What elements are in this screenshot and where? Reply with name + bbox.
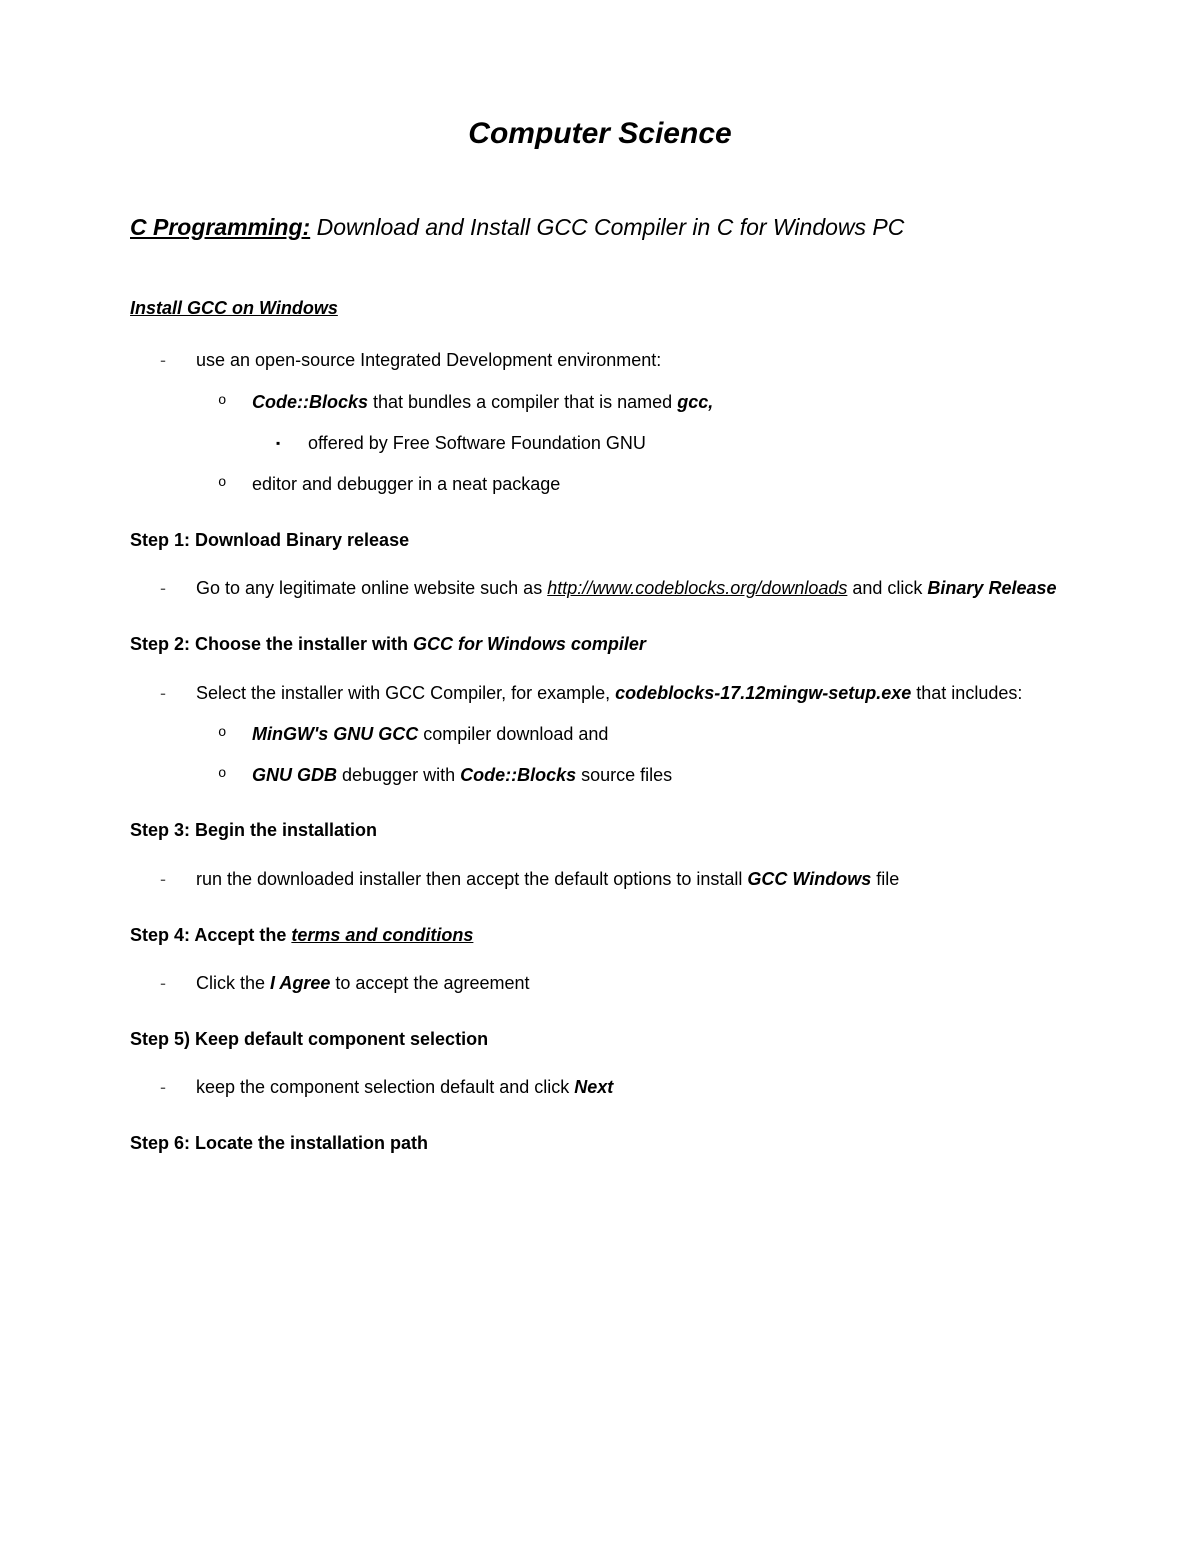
text: debugger with [337,765,460,785]
bold-text: gcc, [677,392,713,412]
bold-text: Code::Blocks [460,765,576,785]
step1-list: Go to any legitimate online website such… [130,572,1070,605]
bold-text: I Agree [270,973,330,993]
bold-text: MinGW's GNU GCC [252,724,418,744]
step4-list: Click the I Agree to accept the agreemen… [130,967,1070,1000]
page-title: Computer Science [130,110,1070,158]
list-item: GNU GDB debugger with Code::Blocks sourc… [196,759,1070,792]
text: run the downloaded installer then accept… [196,869,747,889]
text: source files [576,765,672,785]
list-item: Click the I Agree to accept the agreemen… [130,967,1070,1000]
step3-heading: Step 3: Begin the installation [130,816,1070,845]
text: Select the installer with GCC Compiler, … [196,683,615,703]
text: and click [847,578,927,598]
list-item: Select the installer with GCC Compiler, … [130,677,1070,793]
list-item: offered by Free Software Foundation GNU [252,427,1070,460]
document-subtitle: C Programming: Download and Install GCC … [130,206,1070,250]
text: editor and debugger in a neat package [252,474,560,494]
bold-text: GCC Windows [747,869,871,889]
step3-list: run the downloaded installer then accept… [130,863,1070,896]
section-heading: Install GCC on Windows [130,294,1070,323]
link-text[interactable]: http://www.codeblocks.org/downloads [547,578,847,598]
bold-text: Next [574,1077,613,1097]
step5-list: keep the component selection default and… [130,1071,1070,1104]
sub-sub-list: offered by Free Software Foundation GNU [252,427,1070,460]
list-item: run the downloaded installer then accept… [130,863,1070,896]
list-item: Code::Blocks that bundles a compiler tha… [196,386,1070,461]
bold-text: GNU GDB [252,765,337,785]
text: Click the [196,973,270,993]
list-item: use an open-source Integrated Developmen… [130,344,1070,501]
text: that includes: [911,683,1022,703]
text: keep the component selection default and… [196,1077,574,1097]
step4-heading: Step 4: Accept the terms and conditions [130,921,1070,950]
text: use an open-source Integrated Developmen… [196,350,661,370]
text: to accept the agreement [330,973,529,993]
text: offered by Free Software Foundation GNU [308,433,646,453]
step6-heading: Step 6: Locate the installation path [130,1129,1070,1158]
text: Go to any legitimate online website such… [196,578,547,598]
text: file [871,869,899,889]
text: compiler download and [418,724,608,744]
list-item: MinGW's GNU GCC compiler download and [196,718,1070,751]
intro-list: use an open-source Integrated Developmen… [130,344,1070,501]
bold-text: Code::Blocks [252,392,368,412]
step1-heading: Step 1: Download Binary release [130,526,1070,555]
text: Step 2: Choose the installer with [130,634,413,654]
sub-list: Code::Blocks that bundles a compiler tha… [196,386,1070,502]
subtitle-lead: C Programming: [130,214,310,240]
subtitle-rest: Download and Install GCC Compiler in C f… [310,214,904,240]
step2-list: Select the installer with GCC Compiler, … [130,677,1070,793]
list-item: editor and debugger in a neat package [196,468,1070,501]
italic-text: GCC for Windows compiler [413,634,646,654]
italic-underline-text: terms and conditions [291,925,473,945]
list-item: Go to any legitimate online website such… [130,572,1070,605]
step5-heading: Step 5) Keep default component selection [130,1025,1070,1054]
bold-text: codeblocks-17.12mingw-setup.exe [615,683,911,703]
sub-list: MinGW's GNU GCC compiler download and GN… [196,718,1070,793]
step2-heading: Step 2: Choose the installer with GCC fo… [130,630,1070,659]
list-item: keep the component selection default and… [130,1071,1070,1104]
text: Step 4: Accept the [130,925,291,945]
text: that bundles a compiler that is named [368,392,677,412]
bold-text: Binary Release [927,578,1056,598]
